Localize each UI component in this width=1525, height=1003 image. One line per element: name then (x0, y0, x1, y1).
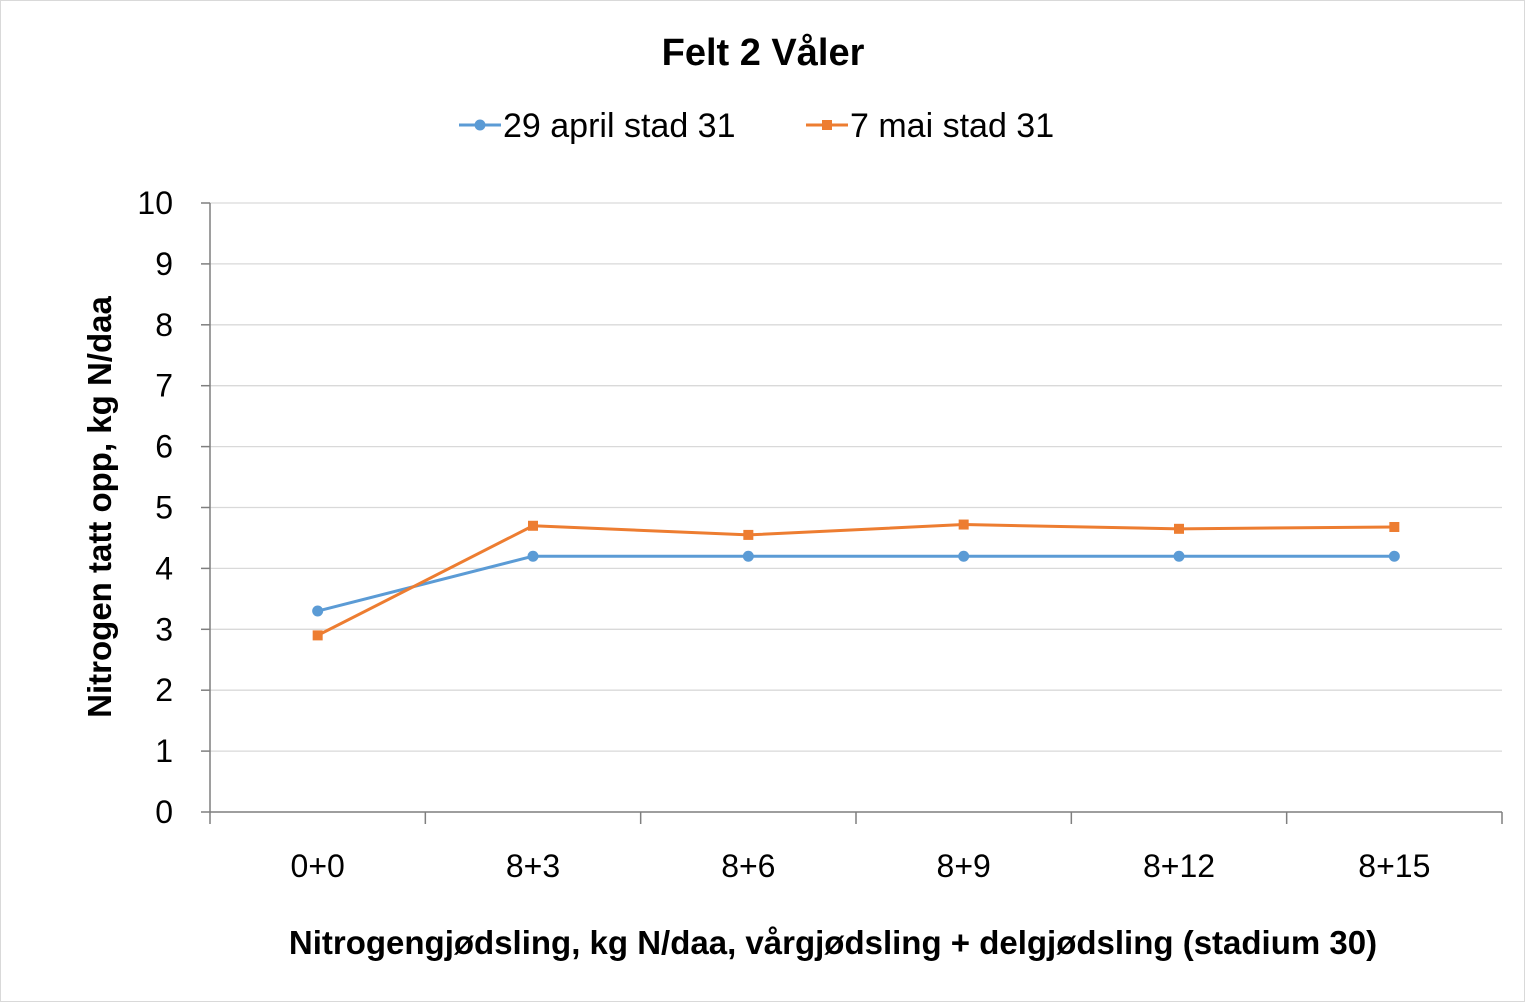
axes (201, 202, 1503, 824)
data-point (528, 520, 538, 531)
legend-item: 7 mai stad 31 (806, 107, 1054, 145)
x-tick-label: 8+15 (1358, 848, 1430, 884)
data-point (1388, 550, 1400, 562)
y-tick-label: 8 (155, 307, 173, 343)
y-tick-labels: 0 1 2 3 4 5 6 7 8 9 10 (137, 185, 173, 830)
y-tick-label: 6 (155, 429, 173, 465)
series-1 (312, 550, 1400, 617)
y-tick-label: 9 (155, 246, 173, 282)
y-tick-label: 2 (155, 672, 173, 708)
y-axis-label: Nitrogen tatt opp, kg N/daa (81, 296, 118, 718)
y-tick-label: 1 (155, 733, 173, 769)
series-line (317, 554, 1395, 613)
data-point (1389, 521, 1400, 532)
legend-item: 29 april stad 31 (459, 107, 736, 145)
y-tick-label: 3 (155, 611, 173, 647)
data-point (742, 550, 754, 562)
y-tick-label: 5 (155, 490, 173, 526)
chart-title: Felt 2 Våler (662, 32, 865, 74)
y-tick-label: 0 (155, 794, 173, 830)
data-point (1173, 550, 1185, 562)
data-point (958, 519, 969, 530)
x-axis-label: Nitrogengjødsling, kg N/daa, vårgjødslin… (289, 924, 1377, 961)
data-point (527, 550, 539, 562)
series-line (316, 523, 1395, 637)
x-tick-label: 8+3 (506, 848, 560, 884)
y-tick-label: 4 (155, 550, 173, 586)
data-point (958, 550, 970, 562)
legend-label: 7 mai stad 31 (850, 107, 1054, 145)
data-point (312, 605, 324, 617)
x-tick-label: 0+0 (291, 848, 345, 884)
data-point (1174, 523, 1184, 534)
x-tick-label: 8+9 (937, 848, 991, 884)
x-tick-label: 8+12 (1143, 848, 1215, 884)
y-tick-label: 10 (137, 185, 173, 221)
x-tick-label: 8+6 (721, 848, 775, 884)
gridlines (210, 202, 1502, 752)
legend-label: 29 april stad 31 (503, 107, 736, 145)
data-point (312, 630, 323, 641)
data-point (743, 529, 754, 540)
x-tick-labels: 0+0 8+3 8+6 8+9 8+12 8+15 (291, 848, 1431, 884)
legend-marker (822, 120, 832, 130)
series-group (312, 519, 1400, 641)
series-2 (312, 519, 1400, 641)
y-tick-label: 7 (155, 368, 173, 404)
legend-marker (474, 119, 486, 131)
legend: 29 april stad 31 7 mai stad 31 (459, 107, 1054, 145)
